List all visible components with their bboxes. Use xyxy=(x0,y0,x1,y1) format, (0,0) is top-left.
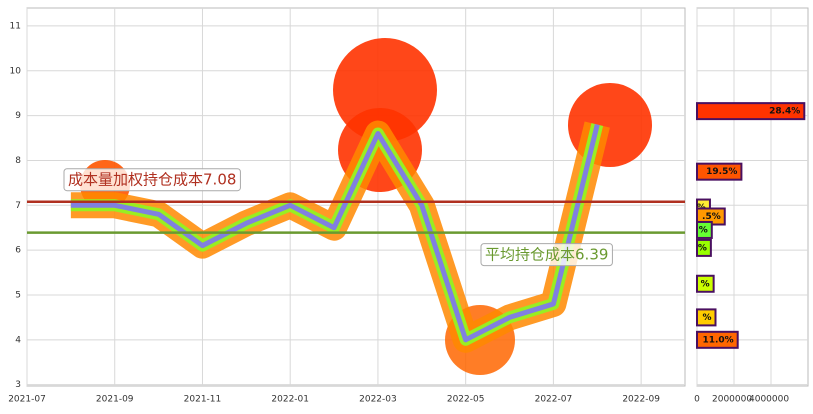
x-tick-label: 2022-03 xyxy=(359,395,397,405)
bar xyxy=(696,102,806,121)
reference-label-box xyxy=(480,243,613,267)
x-tick-label: 2022-01 xyxy=(271,395,309,405)
bar xyxy=(696,308,717,327)
bar xyxy=(696,238,712,257)
bar-label: 28.4% xyxy=(769,107,800,117)
y-tick-label: 10 xyxy=(10,66,22,76)
x-tick-label: 0 xyxy=(694,395,700,405)
y-tick-label: 4 xyxy=(15,335,21,345)
x-tick-label: 2000000 xyxy=(712,395,752,405)
x-tick-label: 2021-11 xyxy=(184,395,222,405)
bar-label: 19.5% xyxy=(706,167,737,177)
bar-label: % xyxy=(702,313,711,323)
reference-label-box xyxy=(63,168,241,192)
reference-label: 成本量加权持仓成本7.08 xyxy=(68,170,236,188)
reference-label: 平均持仓成本6.39 xyxy=(485,245,608,263)
bar-label: % xyxy=(701,279,710,289)
x-tick-label: 2022-07 xyxy=(535,395,573,405)
x-tick-label: 2021-07 xyxy=(8,395,46,405)
bar xyxy=(696,220,713,239)
bar xyxy=(696,162,743,181)
bar-label: % xyxy=(699,225,708,235)
y-tick-label: 3 xyxy=(15,380,21,390)
y-tick-label: 8 xyxy=(15,156,21,166)
side-frame xyxy=(696,7,809,387)
y-tick-label: 7 xyxy=(15,201,21,211)
reference-label-value: 6.39 xyxy=(575,245,608,263)
reference-label-text: 成本量加权持仓成本 xyxy=(68,170,203,188)
reference-label-text: 平均持仓成本 xyxy=(485,245,575,263)
x-tick-label: 2022-05 xyxy=(447,395,485,405)
bar-label: .5% xyxy=(702,212,721,222)
x-tick-label: 2022-09 xyxy=(622,395,660,405)
y-tick-label: 5 xyxy=(15,290,21,300)
bar xyxy=(696,330,739,349)
y-tick-label: 11 xyxy=(10,21,21,31)
x-tick-label: 4000000 xyxy=(749,395,789,405)
y-tick-label: 6 xyxy=(15,246,21,256)
bar-label: % xyxy=(698,243,707,253)
bar-label: 11.0% xyxy=(702,335,733,345)
reference-label-value: 7.08 xyxy=(203,170,236,188)
line xyxy=(70,123,600,343)
bar xyxy=(696,274,715,293)
y-tick-label: 9 xyxy=(15,111,21,121)
x-tick-label: 2021-09 xyxy=(96,395,134,405)
